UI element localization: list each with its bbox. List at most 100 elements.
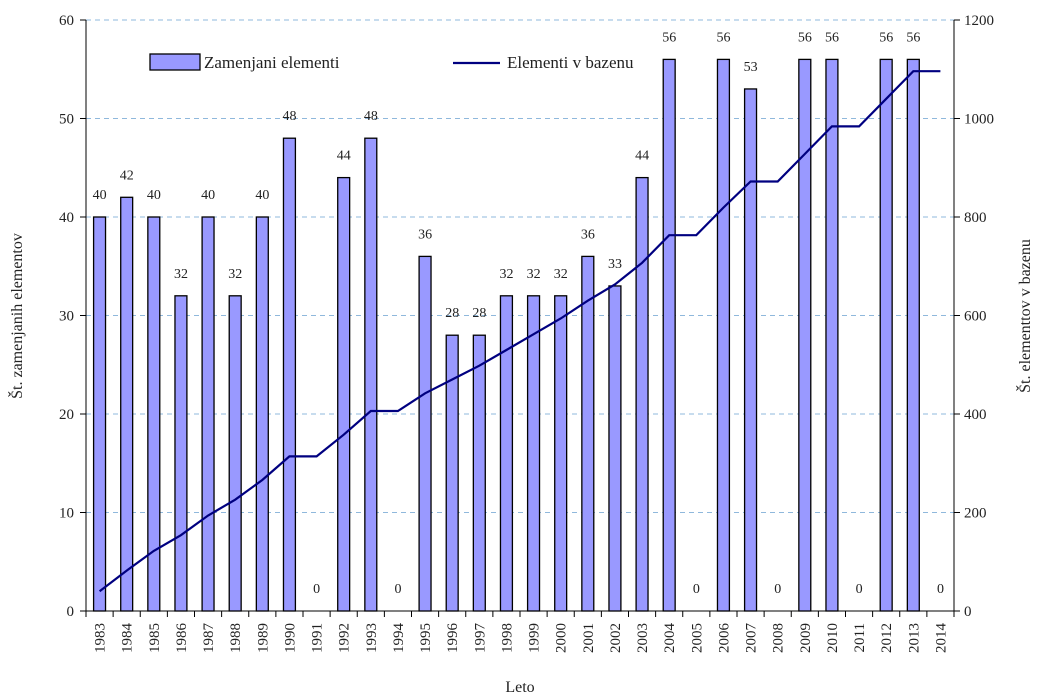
- data-label: 40: [93, 188, 107, 203]
- bar: [662, 58, 676, 612]
- bar: [581, 255, 595, 612]
- x-tick-label: 1989: [255, 623, 271, 653]
- data-label: 32: [174, 267, 188, 282]
- x-tick-label: 2001: [581, 623, 597, 653]
- data-label: 48: [364, 109, 378, 124]
- x-tick-label: 2003: [635, 623, 651, 653]
- x-tick-label: 2008: [771, 623, 787, 653]
- x-axis-title: Leto: [505, 679, 534, 696]
- data-label: 0: [774, 582, 781, 597]
- data-labels: 40 42 40 32 40 32 40 48 0 44 48 0 36 28 28 32 32 32 36 33 44…: [93, 30, 944, 597]
- x-tick-label: 1992: [337, 623, 353, 653]
- data-label: 56: [879, 30, 893, 45]
- data-label: 40: [255, 188, 269, 203]
- data-label: 56: [798, 30, 812, 45]
- data-label: 32: [499, 267, 513, 282]
- y-right-tick-label: 1200: [964, 13, 994, 29]
- x-tick-label: 2014: [933, 623, 949, 654]
- legend-label-bars: Zamenjani elementi: [204, 53, 340, 72]
- y-left-tick-label: 30: [59, 309, 74, 325]
- y-right-tick-label: 600: [964, 309, 987, 325]
- bar: [255, 216, 269, 612]
- x-tick-label: 2005: [689, 623, 705, 653]
- y-right-tick-label: 400: [964, 407, 987, 423]
- data-label: 53: [744, 60, 758, 75]
- y-left-tick-label: 60: [59, 13, 74, 29]
- bar: [906, 58, 920, 612]
- bar: [526, 295, 541, 612]
- x-tick-label: 2002: [608, 623, 624, 653]
- bar: [174, 295, 188, 612]
- data-label: 32: [554, 267, 568, 282]
- x-tick-label: 1984: [120, 623, 136, 654]
- x-tick-label: 1983: [93, 623, 109, 653]
- line-series: [98, 70, 941, 593]
- data-label: 56: [662, 30, 676, 45]
- data-label: 40: [147, 188, 161, 203]
- x-tick-label: 2011: [852, 623, 868, 652]
- y-axis-left-title: Št. zamenjanih elementov: [7, 233, 26, 399]
- y-axis-right-title: Št. elementtov v bazenu: [1015, 239, 1034, 393]
- data-label: 0: [313, 582, 320, 597]
- x-tick-label: 2007: [744, 623, 760, 654]
- y-left-tick-label: 10: [59, 506, 74, 522]
- bar: [716, 58, 731, 612]
- bar: [120, 196, 134, 612]
- data-label: 0: [937, 582, 944, 597]
- x-tick-label: 1988: [228, 623, 244, 653]
- y-right-tick-label: 800: [964, 210, 987, 226]
- bar: [364, 137, 378, 612]
- x-tick-label: 2009: [798, 623, 814, 653]
- x-tick-label: 2006: [716, 623, 732, 654]
- x-tick-label: 1985: [147, 623, 163, 653]
- data-label: 48: [282, 109, 296, 124]
- y-right-tick-label: 1000: [964, 112, 994, 128]
- x-tick-label: 1994: [391, 623, 407, 654]
- data-label: 0: [693, 582, 700, 597]
- bar: [608, 285, 622, 612]
- data-label: 40: [201, 188, 215, 203]
- x-tick-label: 1987: [201, 623, 217, 654]
- x-tick-label: 1993: [364, 623, 380, 653]
- x-tick-label: 1996: [445, 623, 461, 654]
- bar: [743, 88, 758, 612]
- data-label: 56: [825, 30, 839, 45]
- y-right-tick-label: 0: [964, 604, 972, 620]
- bar: [554, 295, 568, 612]
- x-tick-label: 1997: [472, 623, 488, 654]
- x-tick-label: 1991: [310, 623, 326, 653]
- gridlines: [86, 19, 954, 513]
- y-left-tick-label: 20: [59, 407, 74, 423]
- y-left-tick-label: 50: [59, 112, 74, 128]
- legend-label-line: Elementi v bazenu: [507, 53, 634, 72]
- bar: [418, 255, 432, 612]
- bar: [337, 176, 351, 612]
- data-label: 36: [581, 227, 595, 242]
- data-label: 32: [228, 267, 242, 282]
- data-label: 44: [635, 149, 649, 164]
- data-label: 28: [445, 306, 459, 321]
- bar: [282, 137, 297, 612]
- y-left-tick-label: 40: [59, 210, 74, 226]
- x-tick-label: 1986: [174, 623, 190, 654]
- bar: [228, 295, 242, 612]
- bar: [201, 216, 215, 612]
- bar: [92, 216, 107, 612]
- x-tick-label: 1995: [418, 623, 434, 653]
- data-label: 0: [856, 582, 863, 597]
- data-label: 28: [472, 306, 486, 321]
- bar-series: [92, 58, 920, 612]
- bar: [879, 58, 893, 612]
- x-tick-label: 2013: [906, 623, 922, 653]
- series-line: [98, 70, 941, 593]
- legend-bar-swatch: [149, 53, 201, 71]
- data-label: 33: [608, 257, 622, 272]
- bar: [825, 58, 839, 612]
- data-label: 56: [906, 30, 920, 45]
- bar: [472, 334, 486, 612]
- x-tick-label: 2000: [554, 623, 570, 653]
- x-tick-label: 2012: [879, 623, 895, 653]
- x-tick-label: 1999: [527, 623, 543, 653]
